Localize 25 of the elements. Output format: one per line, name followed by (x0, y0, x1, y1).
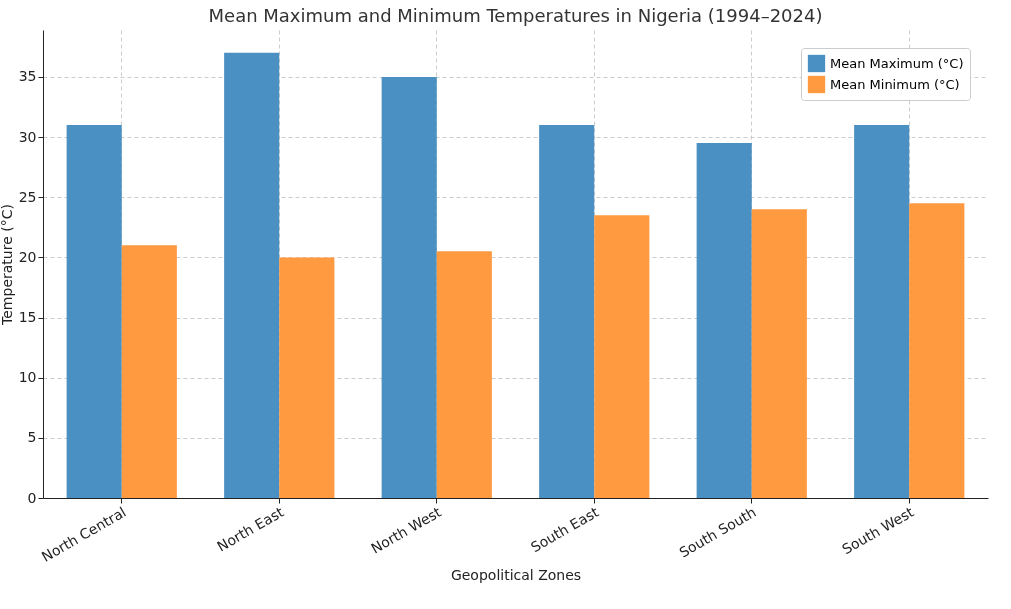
y-axis-title: Temperature (°C) (0, 204, 15, 326)
bar (279, 257, 335, 498)
bar (751, 209, 807, 498)
y-tick-label: 10 (18, 369, 37, 386)
bar (539, 125, 595, 498)
bar (696, 143, 752, 498)
bar (66, 125, 122, 498)
chart-title: Mean Maximum and Minimum Temperatures in Nigeria (1994–2024) (208, 5, 823, 26)
bar (436, 251, 492, 498)
y-tick-label: 35 (18, 68, 37, 85)
bar (224, 52, 280, 498)
bar (594, 215, 650, 498)
y-tick-label: 20 (18, 248, 37, 265)
y-tick-label: 30 (18, 128, 37, 145)
bar (381, 76, 437, 498)
bar (121, 245, 177, 498)
legend-label: Mean Minimum (°C) (830, 76, 960, 92)
y-tick-label: 5 (27, 429, 37, 446)
bar (854, 125, 910, 498)
y-tick-label: 25 (18, 188, 37, 205)
y-tick-label: 0 (27, 489, 37, 506)
bar (909, 203, 965, 498)
legend-label: Mean Maximum (°C) (830, 55, 964, 71)
y-tick-label: 15 (18, 309, 37, 326)
x-axis-title: Geopolitical Zones (450, 566, 582, 583)
